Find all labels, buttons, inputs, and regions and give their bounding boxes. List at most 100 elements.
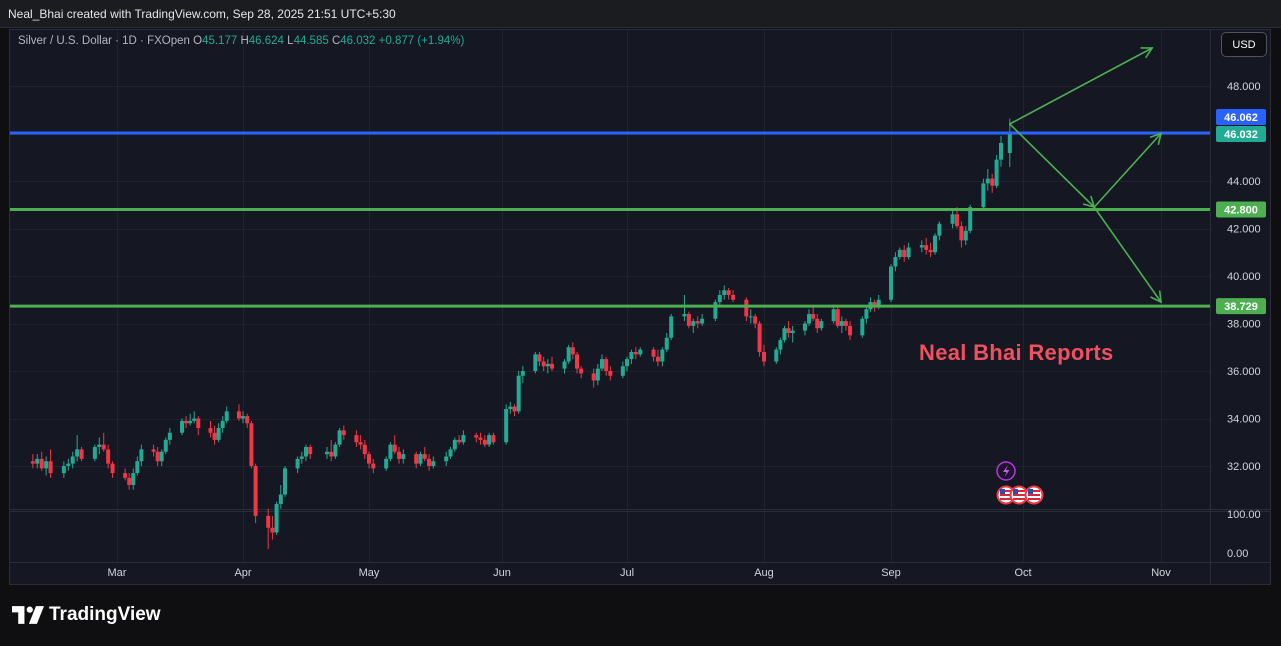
candle-body (283, 468, 287, 495)
candle-body (963, 230, 968, 241)
us-flag-icon (1009, 485, 1029, 505)
candle-body (811, 314, 816, 319)
candle-body (924, 245, 929, 250)
candle (35, 454, 40, 469)
flag-stripe (1013, 494, 1025, 496)
candle (135, 456, 140, 476)
close-value: 46.032 (340, 35, 376, 47)
candle (835, 306, 840, 329)
candle-body (414, 454, 419, 464)
candle (299, 451, 304, 464)
candle-body (358, 442, 363, 445)
flag-canton (1000, 489, 1005, 494)
candle (669, 314, 674, 341)
candle-body (959, 226, 964, 241)
candle (722, 285, 727, 300)
candle (516, 371, 521, 414)
flag-stripe (1028, 490, 1040, 492)
candle (39, 451, 44, 471)
candle-body (92, 447, 97, 459)
candle-body (807, 314, 812, 324)
candle-body (695, 321, 700, 324)
candle (868, 297, 873, 312)
candle-body (757, 323, 762, 352)
candle (274, 501, 279, 535)
candle-body (192, 418, 197, 421)
candle (208, 420, 213, 438)
candle (155, 447, 160, 466)
price-axis: 48.00046.00044.00042.00040.00038.00036.0… (1227, 81, 1261, 560)
candle (762, 344, 766, 367)
price-label-bg (1216, 201, 1266, 218)
low-label: L (287, 35, 294, 47)
price-label: 46.062 (1216, 109, 1266, 125)
candle (362, 439, 367, 459)
chart-credit-bar: Neal_Bhai created with TradingView.com, … (0, 0, 1281, 28)
candle-body (75, 449, 80, 457)
candle-body (131, 473, 136, 485)
candle-body (566, 347, 571, 362)
candle-body (843, 321, 848, 326)
candle-body (533, 354, 538, 371)
candle (595, 363, 600, 386)
candle-body (550, 363, 554, 369)
candle (66, 458, 71, 471)
candle-body (722, 290, 727, 295)
candle (533, 352, 538, 374)
candle-body (933, 235, 937, 253)
candle-body (604, 359, 609, 371)
candle-body (545, 363, 550, 367)
price-tick-label: 42.000 (1227, 224, 1261, 236)
candle-body (401, 454, 406, 459)
arrow-line (1093, 132, 1162, 208)
grid-lines (10, 30, 1210, 562)
candle (101, 432, 106, 452)
candle-body (444, 456, 449, 462)
candle-body (981, 183, 986, 208)
time-tick-label: Aug (754, 567, 774, 579)
candle-body (299, 456, 304, 459)
candle (782, 325, 787, 343)
candle (308, 444, 313, 459)
candle-body (726, 290, 731, 295)
tradingview-brand[interactable]: TradingView (12, 604, 161, 626)
currency-button[interactable]: USD (1221, 32, 1267, 57)
candle-body (990, 178, 995, 186)
candle (651, 347, 656, 362)
candle-body (994, 159, 999, 186)
candle-body (629, 352, 634, 360)
candle (924, 238, 929, 255)
price-label: 42.800 (1216, 201, 1266, 218)
candle-body (541, 361, 546, 367)
candle-body (575, 354, 579, 369)
candle (444, 451, 449, 466)
candle (811, 306, 816, 322)
candle-body (691, 321, 696, 326)
candle-body (362, 444, 367, 455)
candle-body (835, 309, 840, 326)
candle-body (919, 245, 924, 248)
candle (30, 454, 35, 469)
candle-body (744, 299, 749, 317)
candle (482, 435, 487, 447)
price-label-text: 46.032 (1224, 129, 1258, 141)
time-tick-label: Jul (620, 567, 634, 579)
time-axis: Mar Apr May Jun Jul Aug Sep Oct Nov (108, 567, 1172, 579)
candle-body (786, 328, 791, 333)
candle (427, 454, 432, 471)
candle-body (448, 449, 453, 457)
candle-body (101, 444, 106, 450)
candle-body (504, 409, 509, 443)
candle (414, 451, 419, 469)
candle (491, 432, 496, 445)
candle-body (278, 494, 283, 504)
arrow-line (1093, 206, 1162, 303)
candle (512, 404, 517, 417)
candle-body (308, 447, 313, 455)
candle-body (591, 373, 596, 381)
flag-stripe (1000, 490, 1012, 492)
candle (92, 444, 97, 462)
candle (999, 135, 1003, 167)
open-label: O (193, 35, 203, 47)
